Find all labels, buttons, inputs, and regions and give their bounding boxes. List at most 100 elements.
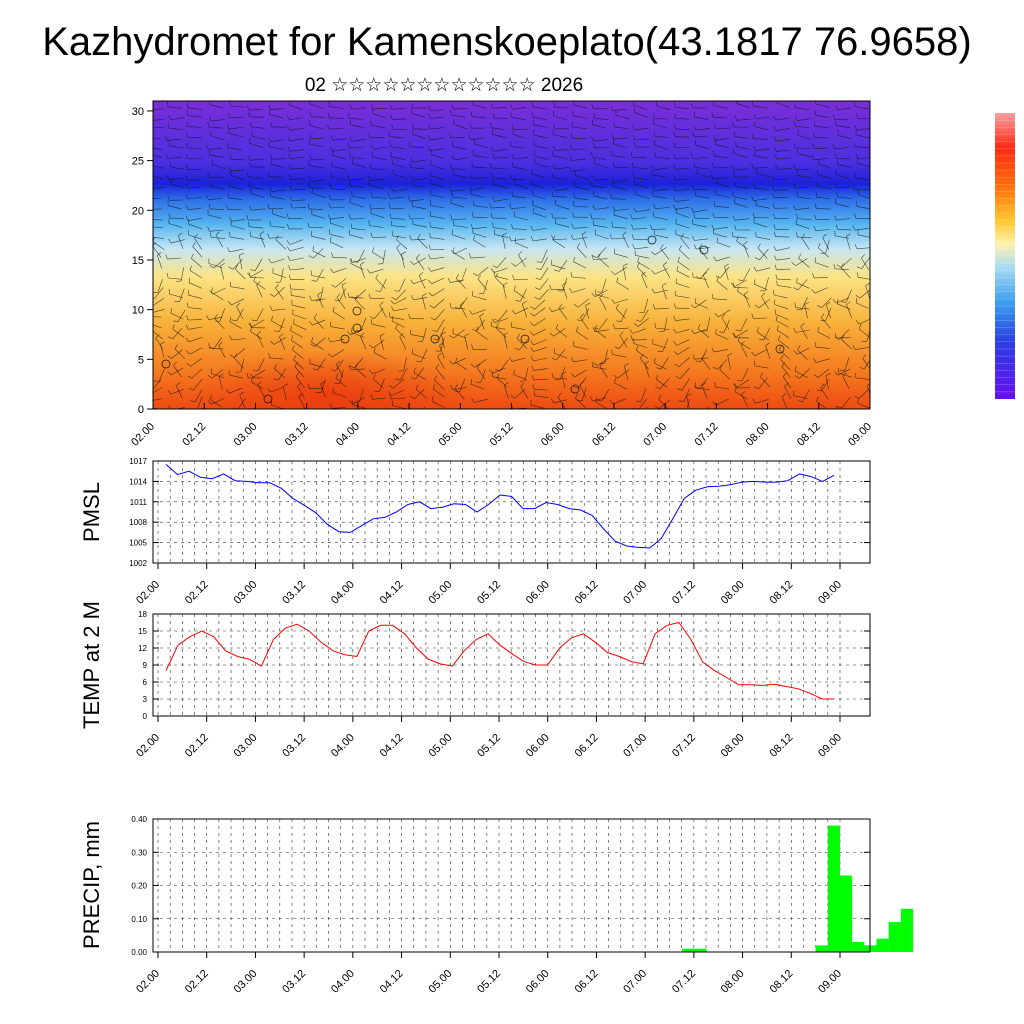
- y-tick-label: 0.00: [131, 948, 147, 957]
- wind-barb-feather: [576, 319, 582, 322]
- wind-barb: [775, 128, 790, 131]
- wind-barb-feather: [635, 319, 641, 322]
- wind-barb-feather: [503, 332, 509, 336]
- wind-barb: [573, 115, 587, 119]
- wind-barb-feather: [187, 375, 193, 379]
- x-tick-label: 03.00: [232, 732, 260, 760]
- wind-barb: [686, 399, 690, 409]
- wind-barb: [756, 236, 770, 240]
- wind-barb: [391, 107, 406, 110]
- wind-barb: [624, 365, 629, 380]
- wind-barb: [396, 247, 405, 261]
- wind-barb-feather: [148, 116, 150, 121]
- wind-barb: [211, 237, 226, 239]
- wind-barb: [350, 156, 365, 160]
- wind-barb-feather: [286, 240, 291, 245]
- wind-barb: [634, 184, 649, 188]
- calm-circle: [263, 394, 273, 404]
- wind-barb-feather: [330, 172, 332, 178]
- wind-barb-feather: [313, 313, 318, 319]
- wind-barb-feather: [536, 268, 542, 270]
- wind-barb-feather: [492, 222, 494, 228]
- wind-barb: [157, 279, 163, 293]
- wind-barb: [531, 184, 546, 189]
- wind-barb: [594, 289, 608, 297]
- wind-barb-feather: [511, 154, 515, 160]
- x-tick-label: 08.00: [719, 579, 747, 607]
- wind-barb-feather: [673, 153, 676, 159]
- wind-barb: [333, 267, 347, 273]
- wind-barb-feather: [760, 372, 764, 378]
- wind-barb-feather: [192, 242, 196, 247]
- wind-barb-feather: [765, 342, 770, 346]
- wind-barb: [575, 175, 589, 180]
- wind-barb: [322, 408, 324, 409]
- wind-barb-feather: [553, 123, 556, 129]
- wind-barb-feather: [248, 112, 251, 118]
- wind-barb-feather: [660, 244, 664, 249]
- wind-barb-feather: [811, 155, 815, 161]
- wind-barb: [644, 363, 650, 378]
- pmsl-frame: [152, 460, 871, 564]
- wind-barb-feather: [777, 335, 781, 341]
- wind-barb: [761, 296, 769, 309]
- wind-barb: [294, 366, 305, 378]
- wind-barb-feather: [450, 110, 452, 116]
- wind-barb: [654, 308, 669, 310]
- wind-barb: [369, 185, 384, 189]
- wind-barb: [350, 263, 364, 270]
- wind-barb: [715, 144, 729, 149]
- wind-barb-feather: [307, 383, 310, 389]
- wind-barb-feather: [317, 291, 322, 296]
- wind-barb: [403, 357, 407, 371]
- wind-barb-feather: [856, 113, 858, 119]
- wind-barb-feather: [773, 224, 776, 230]
- wind-barb: [350, 368, 365, 371]
- wind-barb: [640, 309, 649, 322]
- wind-barb: [716, 256, 730, 262]
- wind-barb: [271, 320, 284, 329]
- wind-barb-feather: [854, 125, 858, 131]
- wind-barb: [713, 233, 728, 238]
- wind-barb: [795, 370, 808, 378]
- wind-barb-feather: [336, 360, 341, 365]
- wind-barb: [581, 308, 590, 322]
- wind-barb: [250, 269, 264, 277]
- wind-barb: [767, 408, 768, 409]
- wind-barb: [686, 395, 690, 409]
- wind-barb: [821, 297, 832, 308]
- wind-barb: [187, 126, 202, 128]
- x-tick-label: 03.12: [280, 968, 308, 996]
- wind-barb: [211, 369, 224, 379]
- wind-barb-feather: [552, 185, 556, 191]
- x-tick-label: 06.00: [524, 968, 552, 996]
- wind-barb-feather: [390, 186, 394, 192]
- wind-barb: [551, 307, 566, 312]
- wind-barb-feather: [773, 125, 777, 131]
- wind-barb-feather: [740, 341, 745, 345]
- wind-barb: [254, 258, 263, 271]
- wind-barb: [153, 387, 163, 394]
- wind-barb: [153, 236, 164, 239]
- wind-barb-feather: [732, 215, 736, 221]
- wind-barb-feather: [712, 212, 715, 218]
- wind-barb-feather: [449, 335, 454, 339]
- wind-barb-feather: [637, 257, 640, 263]
- wind-barb-feather: [294, 362, 298, 367]
- wind-barb-feather: [656, 367, 662, 370]
- wind-barb: [251, 381, 264, 390]
- wind-barb: [219, 308, 226, 322]
- wind-barb-feather: [185, 175, 189, 181]
- wind-barb-feather: [186, 164, 189, 170]
- wind-barb: [259, 234, 266, 248]
- wind-barb: [534, 155, 549, 160]
- wind-barb: [795, 307, 810, 310]
- wind-barb-feather: [801, 233, 806, 239]
- wind-barb: [211, 373, 225, 379]
- wind-barb: [574, 197, 589, 201]
- wind-barb-feather: [209, 290, 214, 295]
- wind-barb: [613, 179, 628, 183]
- wind-barb: [554, 106, 569, 109]
- wind-barb-feather: [369, 204, 372, 210]
- wind-barb-feather: [733, 131, 736, 137]
